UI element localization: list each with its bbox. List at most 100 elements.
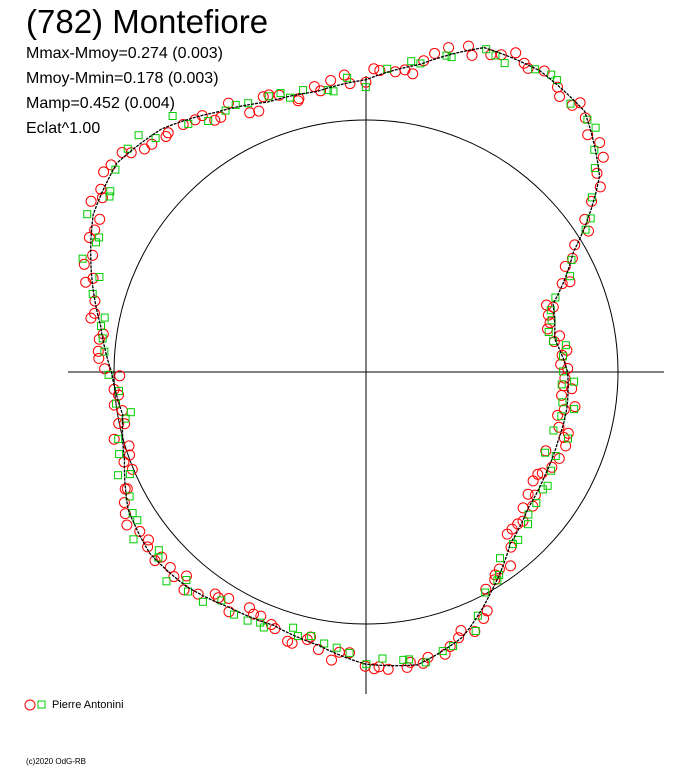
data-point-green-square — [259, 623, 268, 632]
legend-marker-icons — [24, 699, 46, 711]
stat-eclat: Eclat^1.00 — [26, 120, 101, 137]
data-point-red-circle — [192, 588, 204, 600]
data-point-red-circle — [591, 167, 603, 179]
data-point-red-circle — [312, 644, 324, 655]
data-point-green-square — [449, 642, 458, 651]
data-point-green-square — [204, 117, 213, 125]
data-point-green-square — [264, 92, 273, 101]
data-point-red-circle — [444, 641, 456, 652]
data-point-red-circle — [160, 131, 172, 142]
data-point-green-square — [561, 341, 570, 350]
data-point-red-circle — [93, 352, 105, 364]
data-point-green-square — [114, 471, 123, 480]
data-point-green-square — [154, 553, 163, 562]
data-point-green-square — [581, 225, 590, 234]
data-point-red-circle — [552, 81, 563, 93]
data-point-red-circle — [189, 114, 201, 126]
data-point-red-circle — [87, 249, 99, 261]
data-point-green-square — [106, 187, 115, 196]
data-point-red-circle — [466, 49, 478, 61]
data-point-red-circle — [248, 608, 259, 620]
data-point-red-circle — [139, 143, 150, 155]
data-point-green-square — [126, 408, 135, 417]
data-point-green-square — [570, 377, 579, 386]
data-point-green-square — [547, 70, 556, 79]
data-point-green-square — [104, 370, 113, 379]
data-point-red-circle — [586, 195, 598, 207]
data-point-red-circle — [560, 440, 572, 452]
data-point-green-square — [407, 57, 416, 66]
data-point-red-circle — [85, 312, 97, 324]
data-point-red-circle — [422, 651, 434, 663]
data-point-green-square — [230, 610, 238, 619]
data-point-red-circle — [286, 637, 298, 649]
data-point-red-circle — [368, 663, 380, 675]
data-point-green-square — [549, 337, 558, 346]
data-point-red-circle — [564, 276, 576, 288]
data-point-red-circle — [223, 606, 235, 618]
data-point-red-circle — [597, 151, 609, 163]
data-point-red-circle — [89, 224, 101, 236]
data-point-red-circle — [142, 541, 154, 553]
data-point-red-circle — [455, 625, 467, 636]
data-point-green-square — [405, 655, 414, 664]
data-point-red-circle — [119, 418, 131, 430]
data-point-red-circle — [574, 97, 586, 109]
data-point-red-circle — [325, 75, 337, 86]
data-point-green-square — [421, 658, 430, 667]
data-point-green-square — [532, 499, 541, 508]
data-point-green-square — [78, 254, 87, 263]
data-point-green-square — [496, 554, 504, 563]
data-point-green-square — [586, 214, 595, 223]
data-point-green-square — [125, 470, 134, 479]
data-point-red-circle — [566, 383, 578, 395]
data-point-green-square — [558, 398, 567, 407]
data-point-red-circle — [453, 632, 465, 644]
data-point-green-square — [378, 654, 387, 663]
data-point-red-circle — [121, 483, 133, 495]
data-point-green-square — [100, 347, 109, 356]
data-point-green-square — [128, 509, 137, 518]
data-point-red-circle — [257, 91, 269, 103]
data-point-green-square — [564, 434, 572, 443]
data-point-green-square — [98, 334, 107, 343]
data-point-green-square — [552, 76, 561, 85]
data-point-green-square — [168, 112, 177, 120]
legend-label: Pierre Antonini — [52, 699, 124, 711]
data-point-green-square — [543, 481, 552, 490]
data-point-red-circle — [223, 593, 235, 604]
data-point-red-circle — [562, 427, 574, 439]
data-point-red-circle — [512, 518, 524, 530]
data-point-red-circle — [527, 475, 539, 487]
data-point-red-circle — [209, 114, 221, 126]
data-point-red-circle — [469, 626, 481, 637]
data-point-red-circle — [559, 260, 571, 272]
data-point-red-circle — [382, 663, 394, 675]
data-point-red-circle — [540, 445, 552, 457]
data-point-green-square — [114, 435, 123, 444]
data-point-green-square — [332, 643, 341, 652]
data-point-green-square — [129, 535, 138, 544]
data-point-red-circle — [78, 258, 90, 270]
data-point-red-circle — [368, 63, 380, 75]
data-point-red-circle — [556, 278, 568, 290]
data-markers — [78, 40, 609, 675]
data-point-green-square — [493, 576, 502, 585]
data-point-red-circle — [126, 463, 138, 475]
data-point-red-circle — [522, 488, 534, 500]
data-point-green-square — [587, 193, 596, 202]
data-point-green-square — [544, 328, 553, 336]
reference-circle — [113, 119, 619, 625]
data-point-red-circle — [244, 602, 255, 614]
data-point-red-circle — [407, 68, 419, 80]
data-point-red-circle — [344, 647, 355, 659]
data-point-green-square — [399, 655, 408, 664]
data-point-red-circle — [505, 560, 516, 572]
data-point-red-circle — [108, 433, 120, 445]
data-point-red-circle — [338, 69, 350, 81]
chart-title: (782) Montefiore — [26, 3, 269, 40]
data-point-green-square — [566, 272, 575, 281]
data-point-red-circle — [181, 570, 192, 582]
data-point-red-circle — [510, 47, 522, 59]
data-point-green-square — [231, 100, 240, 109]
